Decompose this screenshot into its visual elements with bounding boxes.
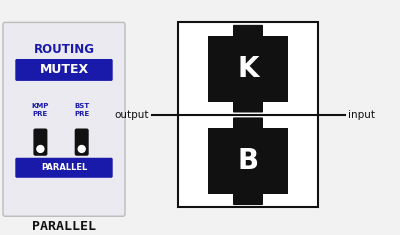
Circle shape — [37, 145, 44, 152]
FancyBboxPatch shape — [233, 25, 263, 36]
FancyBboxPatch shape — [15, 59, 113, 81]
Text: PARALLEL: PARALLEL — [32, 220, 96, 233]
Text: B: B — [238, 147, 258, 175]
Bar — [208, 128, 288, 194]
Bar — [178, 22, 318, 208]
Text: BST
PRE: BST PRE — [74, 103, 89, 117]
FancyBboxPatch shape — [233, 101, 263, 113]
Text: K: K — [237, 55, 259, 83]
Bar — [208, 35, 288, 102]
FancyBboxPatch shape — [233, 193, 263, 205]
FancyBboxPatch shape — [34, 129, 47, 156]
Circle shape — [78, 145, 85, 152]
Text: KMP
PRE: KMP PRE — [32, 103, 49, 117]
Text: output: output — [114, 110, 149, 120]
FancyBboxPatch shape — [233, 118, 263, 129]
FancyBboxPatch shape — [75, 129, 89, 156]
Text: MUTEX: MUTEX — [40, 63, 88, 76]
Text: input: input — [348, 110, 375, 120]
Text: ROUTING: ROUTING — [34, 43, 94, 55]
FancyBboxPatch shape — [3, 22, 125, 216]
Text: PARALLEL: PARALLEL — [41, 163, 87, 172]
FancyBboxPatch shape — [15, 158, 113, 178]
